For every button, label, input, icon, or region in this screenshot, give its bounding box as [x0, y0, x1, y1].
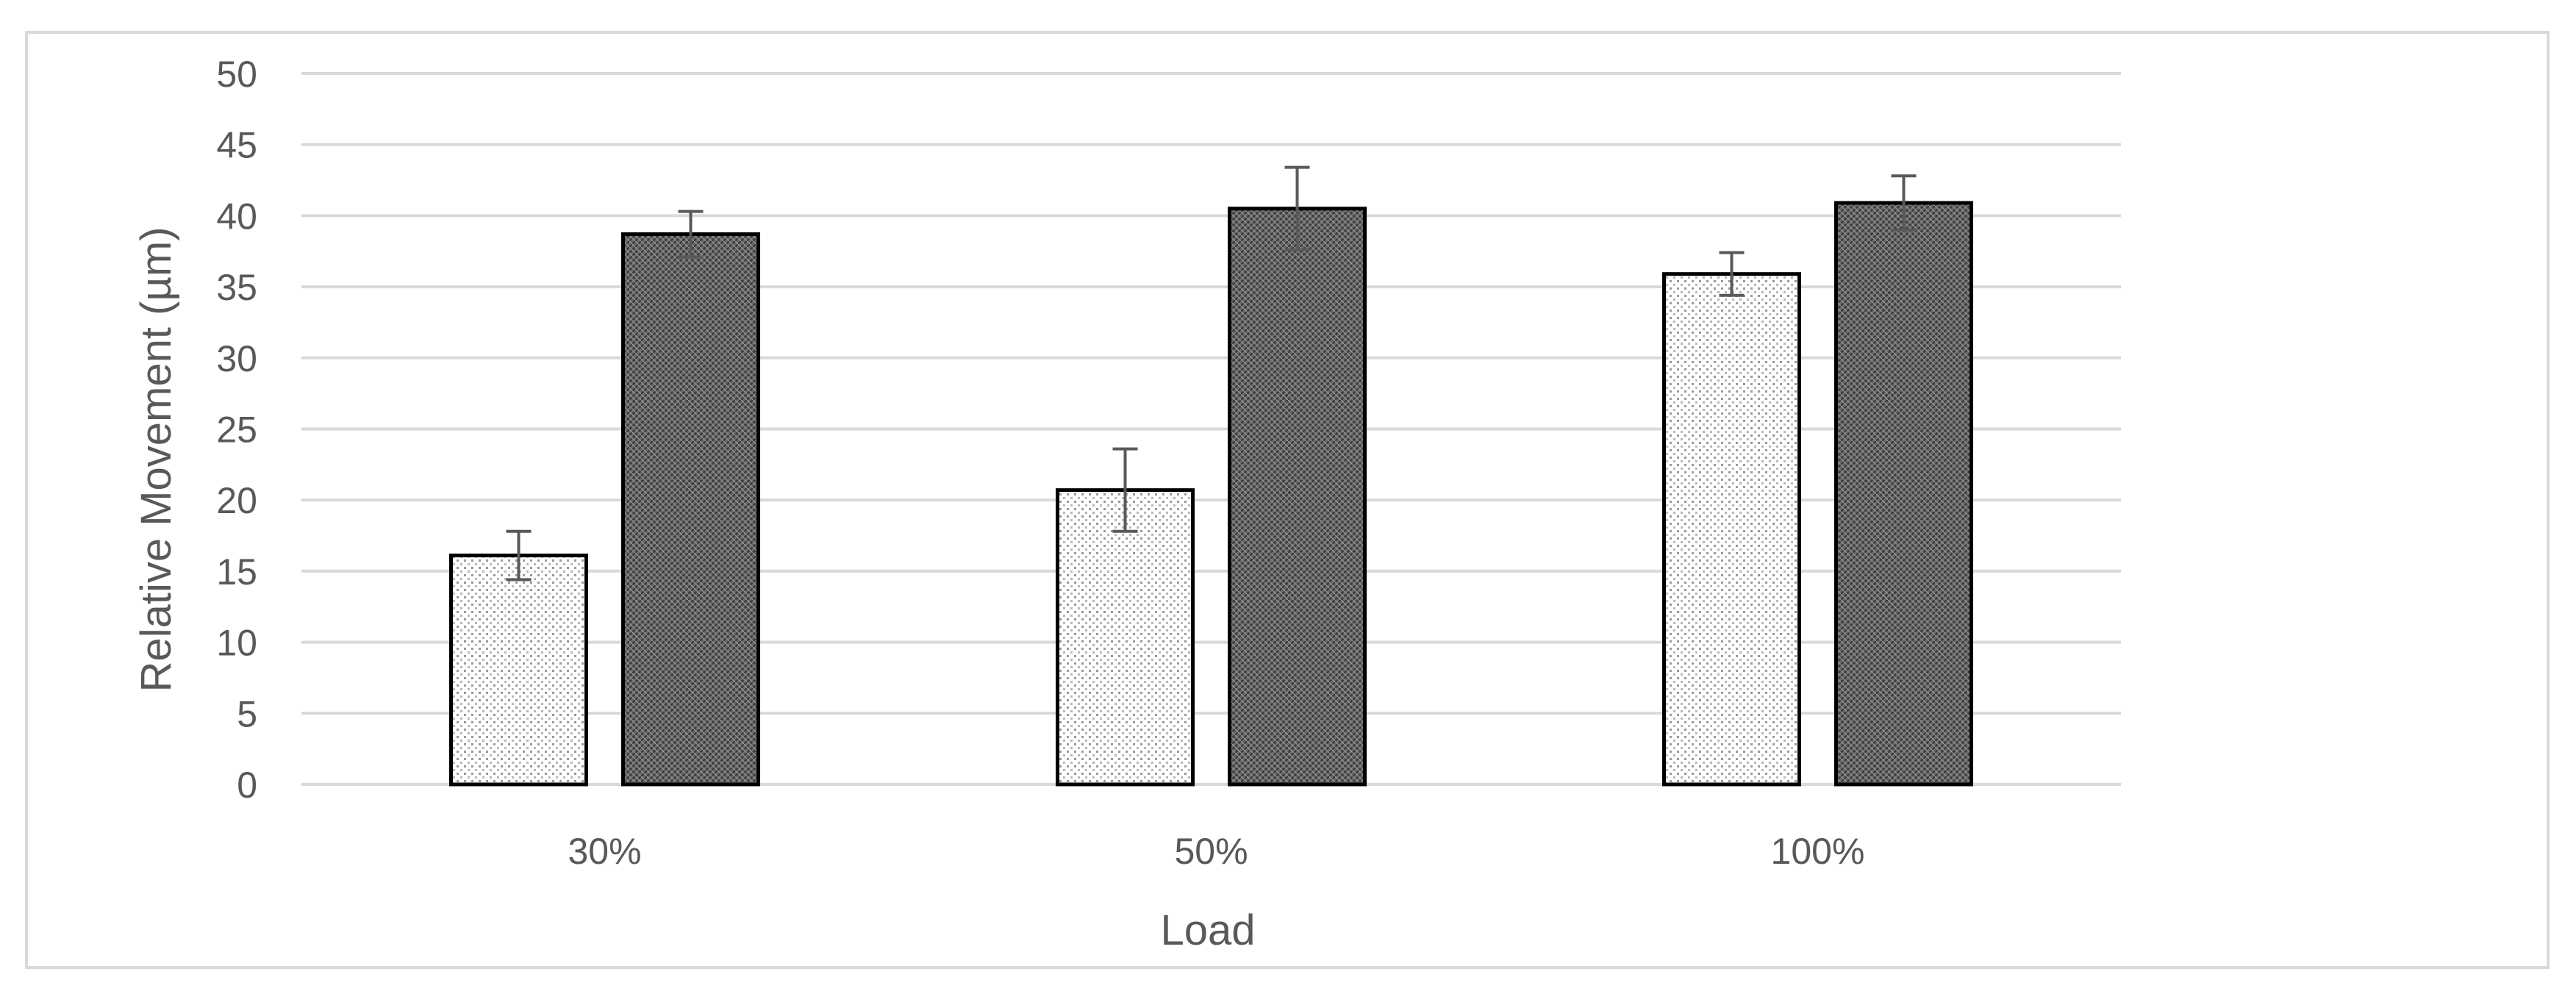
x-tick-label: 50% [1174, 831, 1248, 872]
x-axis-tick-labels: 30% 50% 100% [568, 831, 1864, 872]
y-tick-label: 45 [216, 125, 257, 166]
y-axis-title: Relative Movement (µm) [132, 227, 180, 693]
bar-series-2-50% [1228, 207, 1367, 787]
bar-series-2-100% [1834, 201, 1973, 787]
y-tick-label: 5 [237, 693, 257, 734]
bar-series-1-30% [449, 554, 588, 787]
bar-series-1-50% [1056, 488, 1195, 787]
y-tick-label: 25 [216, 409, 257, 451]
y-tick-label: 50 [216, 54, 257, 95]
bars [449, 201, 1973, 787]
x-axis-title: Load [1160, 906, 1255, 954]
y-tick-label: 35 [216, 267, 257, 308]
y-tick-label: 20 [216, 480, 257, 521]
x-tick-label: 100% [1771, 831, 1865, 872]
y-tick-label: 30 [216, 338, 257, 379]
bar-series-2-30% [621, 232, 760, 787]
y-tick-label: 40 [216, 196, 257, 237]
error-bars [506, 165, 1917, 581]
y-axis-tick-labels: 0 5 10 15 20 25 30 35 40 45 50 [216, 54, 257, 806]
y-tick-label: 10 [216, 623, 257, 664]
bar-series-1-100% [1662, 272, 1801, 787]
x-tick-label: 30% [568, 831, 641, 872]
y-tick-label: 15 [216, 551, 257, 593]
y-tick-label: 0 [237, 765, 257, 806]
gridlines [301, 72, 2121, 786]
